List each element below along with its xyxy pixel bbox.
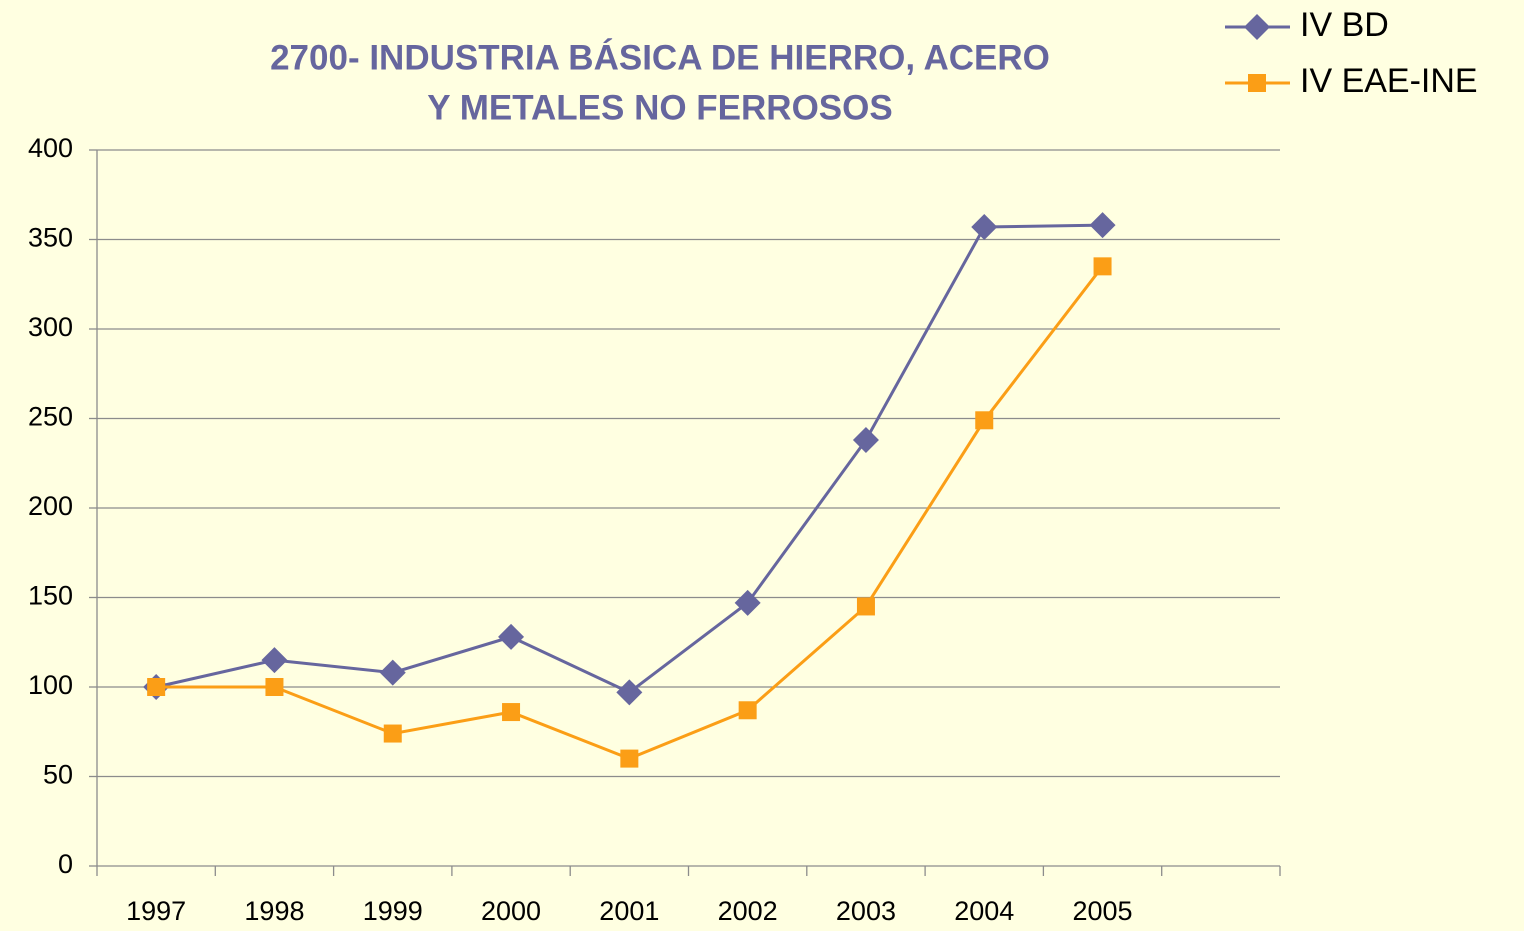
legend-label: IV EAE-INE: [1300, 62, 1478, 100]
y-tick-label: 400: [28, 133, 73, 163]
x-tick-label: 1997: [126, 896, 186, 926]
chart-title: 2700- INDUSTRIA BÁSICA DE HIERRO, ACERO: [270, 37, 1050, 77]
chart-title: Y METALES NO FERROSOS: [427, 88, 892, 127]
y-tick-label: 350: [28, 223, 73, 253]
x-tick-label: 2000: [481, 896, 541, 926]
x-tick-label: 2001: [599, 896, 659, 926]
x-tick-label: 1999: [363, 896, 423, 926]
point: [852, 426, 879, 453]
point: [738, 701, 757, 720]
point: [383, 724, 402, 743]
legend-label: IV BD: [1300, 6, 1389, 44]
y-tick-label: 250: [28, 402, 73, 432]
x-tick-label: 2002: [718, 896, 778, 926]
point: [975, 411, 994, 430]
y-tick-label: 100: [28, 670, 73, 700]
y-tick-label: 300: [28, 312, 73, 342]
point: [261, 647, 288, 674]
point: [620, 749, 639, 768]
point: [971, 213, 998, 240]
x-tick-label: 2004: [954, 896, 1014, 926]
point: [734, 589, 761, 616]
y-tick-label: 200: [28, 491, 73, 521]
point: [265, 678, 284, 696]
point: [379, 659, 406, 686]
x-tick-label: 2005: [1073, 896, 1133, 926]
legend-marker: [1248, 74, 1266, 92]
x-tick-label: 1998: [244, 896, 304, 926]
x-tick-label: 2003: [836, 896, 896, 926]
y-tick-label: 50: [43, 760, 73, 790]
point: [616, 679, 643, 706]
legend-marker: [1244, 14, 1270, 40]
point: [147, 678, 166, 696]
y-tick-label: 0: [58, 849, 73, 879]
y-tick-label: 150: [28, 581, 73, 611]
point: [856, 597, 875, 616]
point: [1093, 257, 1112, 276]
point: [502, 703, 521, 722]
point: [498, 623, 525, 650]
point: [1089, 212, 1116, 239]
